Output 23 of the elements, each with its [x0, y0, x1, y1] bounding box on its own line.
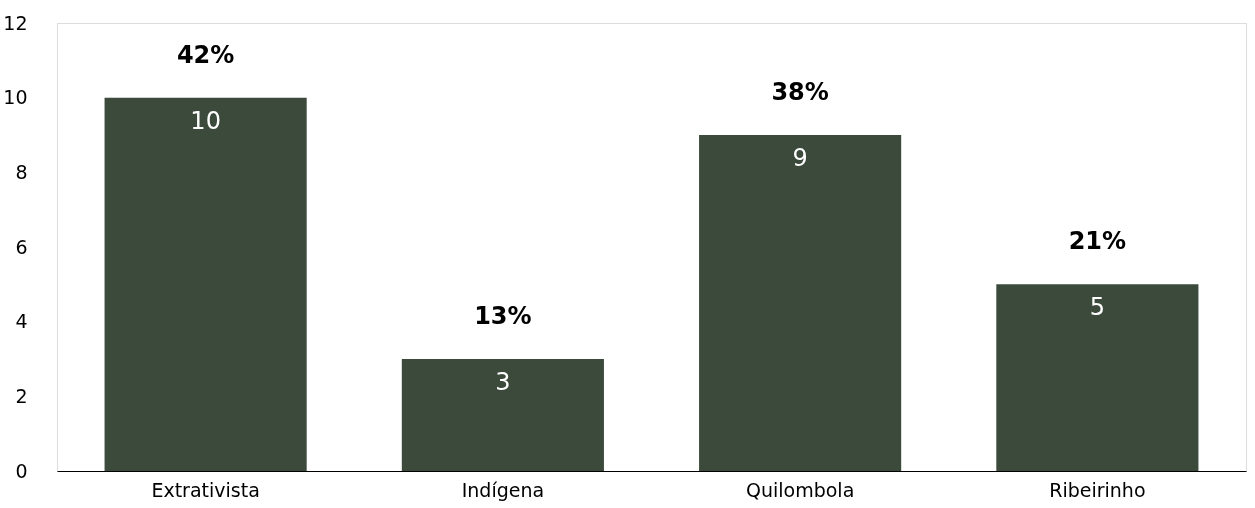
- annotation: 38%: [771, 78, 829, 106]
- y-tick-label: 0: [15, 459, 28, 482]
- bar: [699, 135, 902, 471]
- data-label: 3: [495, 368, 511, 396]
- y-tick-label: 6: [15, 235, 28, 258]
- annotation: 42%: [176, 40, 235, 69]
- x-tick-label: Indígena: [461, 478, 545, 501]
- bar: [996, 284, 1199, 471]
- y-tick-label: 10: [3, 86, 28, 109]
- x-tick-label: Quilombola: [745, 478, 855, 501]
- data-label: 9: [792, 144, 808, 172]
- y-tick-label: 12: [3, 11, 28, 34]
- annotation: 13%: [474, 302, 532, 330]
- y-tick-label: 8: [15, 160, 28, 183]
- annotation: 21%: [1068, 227, 1127, 256]
- data-label: 10: [190, 106, 221, 135]
- y-tick-label: 2: [15, 384, 28, 407]
- y-tick-label: 4: [15, 310, 28, 333]
- data-label: 5: [1089, 293, 1106, 322]
- x-tick-label: Extrativista: [151, 478, 260, 501]
- bar: [104, 97, 307, 471]
- x-tick-label: Ribeirinho: [1049, 478, 1146, 501]
- bar: [401, 359, 604, 471]
